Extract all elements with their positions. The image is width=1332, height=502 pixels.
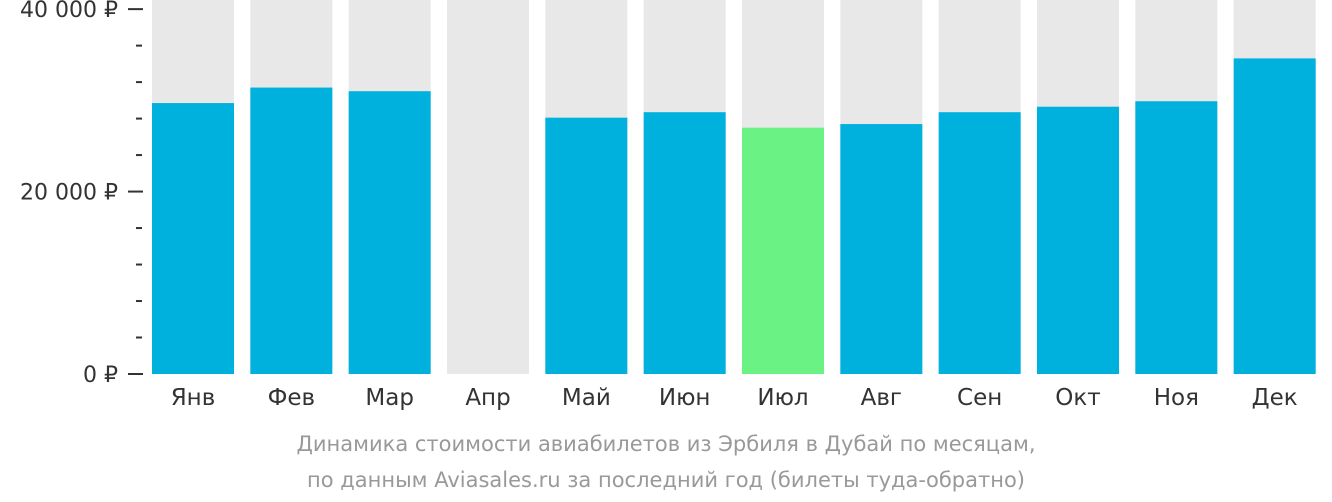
bar-7: [742, 127, 824, 375]
y-tick-label-1: 0 ₽: [83, 363, 118, 388]
x-tick-label-2: Фев: [268, 385, 316, 411]
bar-9: [938, 112, 1021, 374]
y-tick-label-3: 40 000 ₽: [20, 0, 118, 23]
x-tick-label-8: Авг: [861, 385, 902, 411]
bar-5: [545, 117, 628, 375]
x-tick-label-5: Май: [562, 385, 611, 411]
bar-6: [643, 112, 726, 374]
bar-chart: 0 ₽ 20 000 ₽ 40 000 ₽ Янв Фев Мар Апр Май Июн Ию…: [20, 0, 1316, 411]
bar-8: [840, 124, 923, 374]
x-tick-label-11: Ноя: [1154, 385, 1199, 411]
x-tick-label-12: Дек: [1252, 385, 1298, 411]
x-tick-label-10: Окт: [1055, 385, 1100, 411]
bar-3: [348, 91, 431, 374]
y-tick-label-2: 20 000 ₽: [20, 181, 118, 206]
chart-caption-line-2: по данным Aviasales.ru за последний год …: [307, 468, 1025, 492]
bar-2: [250, 87, 333, 374]
x-tick-label-4: Апр: [465, 385, 510, 411]
chart-caption-line-1: Динамика стоимости авиабилетов из Эрбиля…: [296, 432, 1036, 456]
bar-1: [152, 103, 234, 374]
bar-11: [1135, 101, 1218, 374]
x-tick-label-9: Сен: [957, 385, 1002, 411]
x-tick-label-7: Июл: [757, 385, 808, 411]
bar-12: [1233, 58, 1316, 374]
x-tick-label-6: Июн: [659, 385, 711, 411]
x-tick-label-1: Янв: [171, 385, 216, 411]
x-tick-label-3: Мар: [365, 385, 414, 411]
y-axis: 0 ₽ 20 000 ₽ 40 000 ₽: [20, 0, 143, 388]
x-axis: Янв Фев Мар Апр Май Июн Июл Авг Сен Окт Ноя Дек: [171, 385, 1298, 411]
bar-background-4: [447, 0, 529, 374]
value-bars: [152, 58, 1316, 375]
bar-10: [1037, 106, 1119, 374]
